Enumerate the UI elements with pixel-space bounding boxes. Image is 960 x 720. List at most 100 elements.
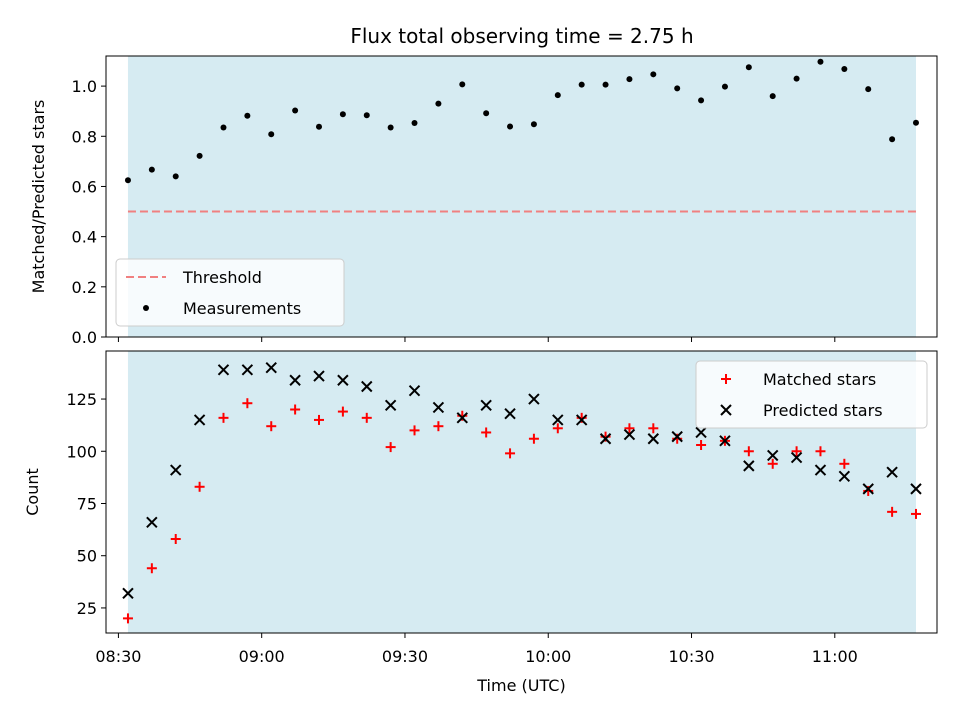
predicted-star-point — [241, 364, 254, 376]
x-mark-b — [122, 587, 134, 600]
matched-star-point — [242, 398, 253, 409]
x-mark-b — [337, 374, 349, 386]
x-mark-b — [456, 412, 468, 424]
count-x-tick-label: 10:00 — [525, 647, 571, 666]
predicted-star-point — [814, 464, 827, 476]
matched-stars-series — [122, 398, 921, 624]
legend-measurements-swatch — [143, 305, 149, 311]
matched-star-point — [218, 412, 229, 423]
measurement-point — [578, 81, 585, 88]
x-mark-b — [241, 364, 254, 376]
count-y-tick-label: 125 — [66, 390, 97, 409]
matched-star-point — [815, 446, 826, 457]
measurement-point — [745, 64, 752, 71]
legend-x-mark — [720, 404, 732, 416]
x-mark-b — [170, 464, 182, 476]
measurement-point — [483, 110, 490, 117]
ratio-y-tick-label: 0.4 — [72, 228, 97, 247]
matched-star-point — [409, 425, 420, 436]
matched-star-point — [648, 423, 659, 434]
x-mark-b — [720, 404, 732, 416]
ratio-panel: 0.0 0.2 0.4 0.6 0.8 1.0 Matched/Predicted sta… — [29, 55, 938, 347]
measurement-point — [316, 123, 323, 130]
matched-star-point — [839, 458, 850, 469]
predicted-stars-series — [122, 362, 922, 600]
matched-star-point — [122, 613, 133, 624]
ratio-y-tick-label: 0.8 — [72, 127, 97, 146]
x-mark-b — [289, 374, 301, 386]
measurement-point — [387, 124, 394, 131]
ratio-x-tickmarks — [117, 337, 836, 342]
x-mark-b — [146, 516, 158, 528]
predicted-star-point — [599, 433, 612, 445]
measurement-point — [721, 83, 728, 90]
x-mark-b — [743, 460, 755, 472]
matched-star-point — [767, 458, 778, 469]
ratio-y-tick-label: 0.6 — [72, 177, 97, 196]
measurement-point — [626, 76, 633, 83]
predicted-star-point — [289, 374, 301, 386]
x-mark-b — [313, 370, 325, 382]
count-y-axis-label: Count — [23, 468, 42, 516]
measurements-series — [124, 58, 919, 184]
predicted-star-point — [647, 433, 660, 445]
count-x-tick-label: 08:30 — [95, 647, 141, 666]
predicted-star-point — [743, 460, 755, 472]
measurement-point — [650, 71, 657, 78]
legend-matched-swatch — [721, 374, 731, 384]
measurement-point — [148, 166, 155, 173]
predicted-star-point — [790, 451, 803, 464]
predicted-star-point — [528, 393, 540, 405]
count-panel-frame — [105, 350, 938, 634]
count-y-tick-label: 50 — [77, 547, 97, 566]
predicted-star-point — [408, 384, 421, 397]
measurement-point — [244, 112, 251, 119]
predicted-star-point — [265, 362, 277, 374]
measurement-point — [554, 92, 561, 99]
matched-star-point — [146, 563, 157, 574]
predicted-star-point — [886, 466, 898, 478]
x-mark-b — [647, 433, 660, 445]
matched-star-point — [696, 440, 707, 450]
count-panel: 25 50 75 100 125 08:30 09:00 09:30 10:00 10:30 11… — [23, 350, 938, 695]
ratio-panel-frame — [105, 55, 938, 338]
x-mark-b — [814, 464, 827, 476]
matched-star-point — [385, 442, 396, 453]
x-mark-b — [838, 470, 851, 483]
x-axis-label: Time (UTC) — [476, 676, 565, 695]
measurement-point — [339, 111, 346, 118]
count-x-axis: 08:30 09:00 09:30 10:00 10:30 11:00 — [95, 633, 858, 666]
predicted-star-point — [122, 587, 134, 600]
predicted-star-point — [337, 374, 349, 386]
count-y-tick-label: 25 — [77, 599, 97, 618]
x-mark-b — [623, 428, 636, 441]
x-mark-b — [671, 430, 683, 443]
ratio-y-tick-label: 0.0 — [72, 328, 97, 347]
predicted-star-point — [480, 399, 492, 412]
matched-star-point — [314, 414, 325, 425]
matched-star-point — [337, 406, 348, 417]
x-mark-b — [552, 414, 564, 426]
matched-star-point — [743, 446, 754, 457]
matched-star-point — [481, 427, 492, 438]
predicted-star-point — [146, 516, 158, 528]
x-mark-b — [384, 399, 397, 412]
predicted-star-point — [838, 470, 851, 483]
legend-matched-label: Matched stars — [763, 370, 876, 389]
measurement-point — [507, 123, 514, 130]
x-mark-b — [695, 426, 707, 439]
matched-star-point — [505, 448, 516, 459]
predicted-star-point — [432, 401, 445, 414]
x-mark-b — [528, 393, 540, 405]
matched-star-point — [552, 423, 563, 434]
matched-star-point — [791, 446, 802, 457]
x-mark-b — [193, 414, 206, 426]
x-mark-b — [862, 483, 874, 495]
matched-star-point — [290, 404, 301, 415]
count-y-tick-label: 100 — [66, 442, 97, 461]
x-mark-b — [575, 414, 588, 426]
count-legend-box — [695, 360, 928, 429]
chart-title: Flux total observing time = 2.75 h — [350, 24, 693, 48]
matched-star-point — [266, 421, 277, 432]
measurement-point — [220, 124, 227, 131]
